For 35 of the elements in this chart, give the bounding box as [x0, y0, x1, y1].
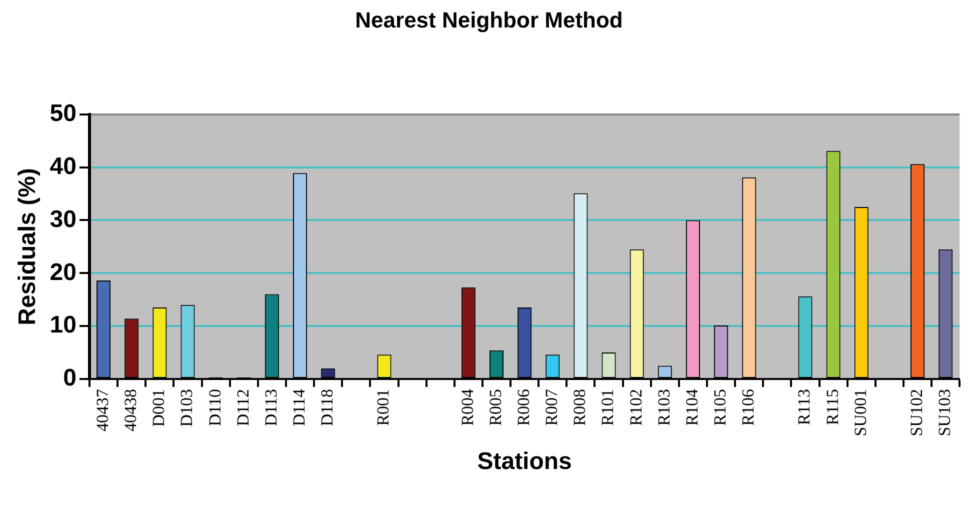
x-tick-label: R005 — [486, 388, 505, 426]
x-tick-label: R004 — [458, 388, 477, 426]
y-tick-label: 20 — [50, 258, 76, 286]
y-tick-label: 0 — [63, 364, 76, 392]
x-tick-label: D001 — [149, 388, 168, 427]
x-tick-label: SU103 — [935, 388, 954, 436]
x-tick-label: SU102 — [907, 388, 926, 436]
y-tick-label: 40 — [50, 152, 76, 180]
y-tick-label: 30 — [50, 206, 76, 233]
y-tick-label: 10 — [50, 312, 76, 339]
x-tick-label: SU001 — [850, 388, 870, 436]
x-tick-label: D114 — [289, 388, 308, 426]
x-tick-label: R105 — [710, 388, 730, 426]
x-tick-label: R006 — [514, 388, 534, 426]
x-tick-label: R008 — [570, 388, 590, 426]
x-tick-label: R001 — [374, 388, 393, 426]
x-axis-title: Stations — [477, 448, 572, 476]
y-tick-label: 50 — [50, 100, 76, 128]
x-tick-label: R106 — [738, 388, 758, 426]
chart-title: Nearest Neighbor Method — [355, 7, 623, 32]
x-tick-label: R115 — [822, 388, 842, 426]
x-tick-label: R104 — [682, 388, 702, 426]
x-tick-label: D103 — [177, 388, 196, 427]
x-tick-label: R103 — [654, 388, 674, 426]
x-tick-label: R101 — [598, 388, 618, 426]
x-tick-label: 40437 — [93, 388, 112, 432]
x-tick-label: R113 — [794, 388, 814, 426]
x-tick-label: D113 — [261, 388, 280, 426]
x-tick-label: D118 — [318, 388, 337, 426]
x-tick-label: D112 — [233, 388, 252, 426]
x-tick-label: 40438 — [121, 388, 140, 432]
y-axis-title: Residuals (%) — [14, 168, 42, 326]
x-tick-label: R102 — [626, 388, 646, 426]
x-tick-label: D110 — [205, 388, 224, 426]
x-tick-label: R007 — [542, 388, 562, 426]
